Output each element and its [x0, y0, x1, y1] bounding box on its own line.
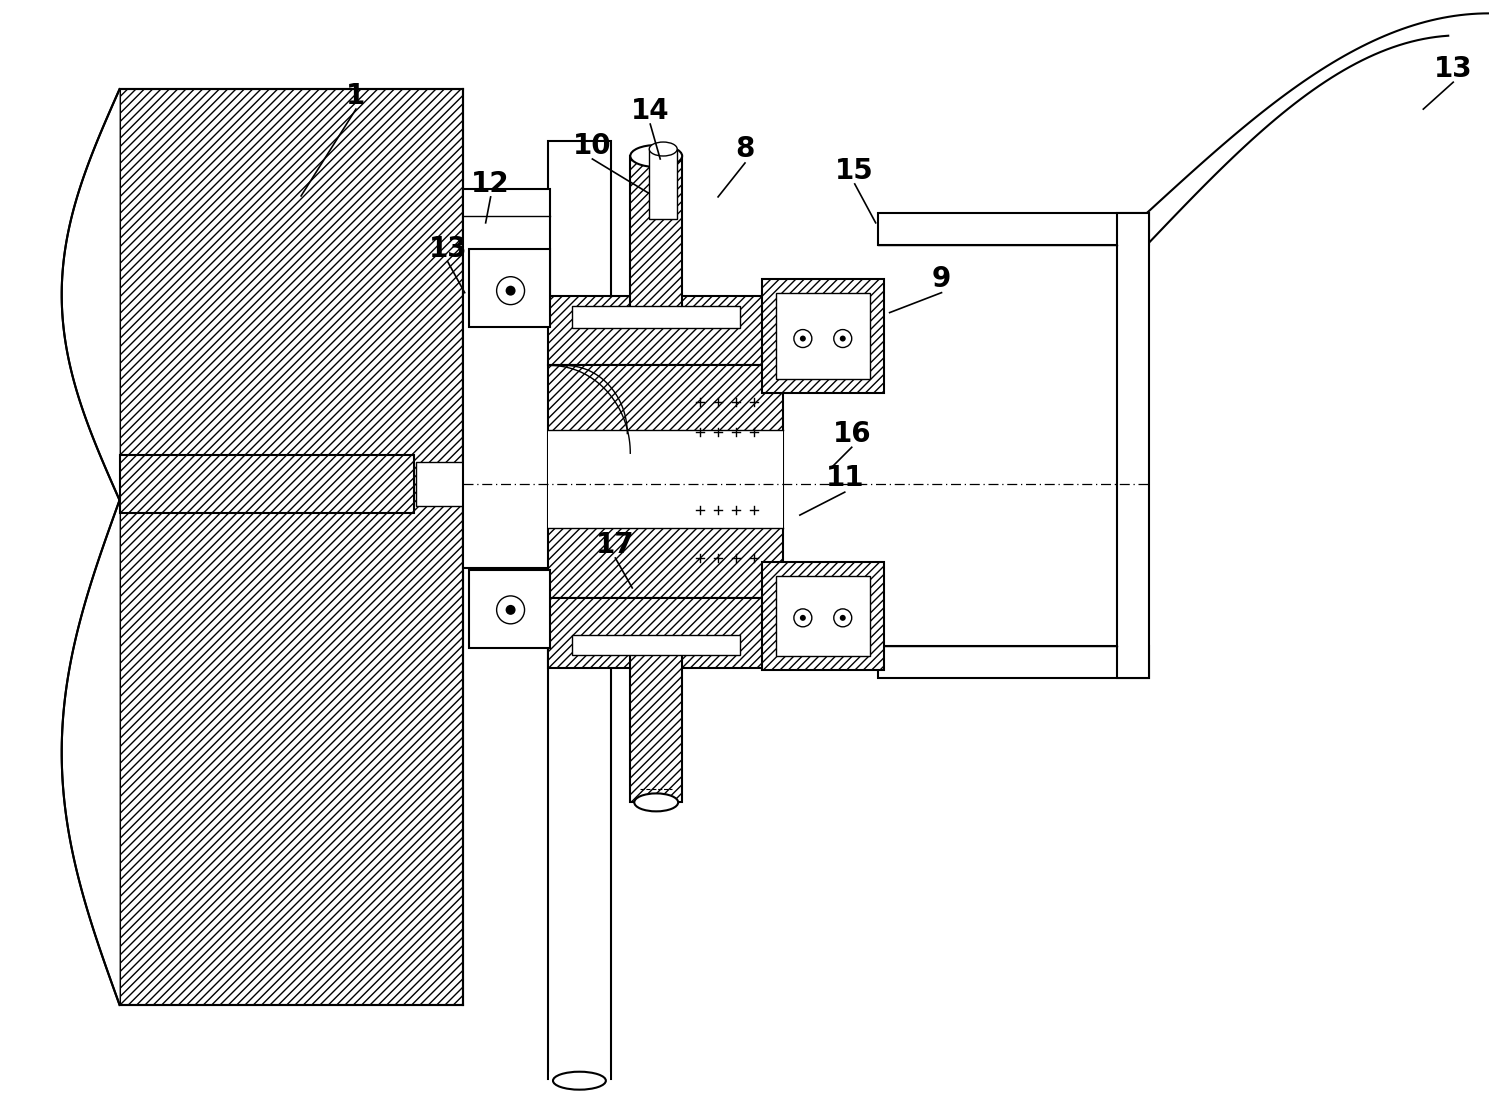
- Text: 15: 15: [835, 157, 874, 185]
- Text: 13: 13: [428, 235, 467, 263]
- Text: 16: 16: [832, 420, 871, 448]
- Circle shape: [839, 335, 845, 342]
- Text: 12: 12: [471, 170, 510, 198]
- Circle shape: [833, 330, 851, 348]
- Circle shape: [793, 330, 811, 348]
- Circle shape: [799, 335, 805, 342]
- Bar: [119, 89, 462, 1005]
- Circle shape: [505, 605, 516, 615]
- Circle shape: [497, 596, 525, 624]
- Bar: [775, 293, 869, 380]
- Bar: [468, 248, 550, 326]
- Bar: [549, 430, 783, 528]
- Circle shape: [793, 609, 811, 627]
- Ellipse shape: [631, 145, 683, 167]
- Circle shape: [505, 285, 516, 295]
- Bar: [549, 141, 611, 1078]
- Bar: [549, 598, 783, 667]
- Text: 14: 14: [631, 97, 669, 125]
- Bar: [462, 189, 550, 568]
- Text: 9: 9: [932, 265, 951, 293]
- Bar: [573, 635, 740, 655]
- Bar: [416, 462, 662, 506]
- Ellipse shape: [553, 1072, 605, 1089]
- Bar: [878, 646, 1150, 677]
- Bar: [762, 278, 884, 393]
- Bar: [878, 213, 1150, 245]
- Polygon shape: [61, 89, 119, 1005]
- Bar: [549, 295, 783, 365]
- Bar: [468, 570, 550, 647]
- Bar: [550, 1072, 610, 1081]
- Bar: [631, 647, 683, 802]
- Bar: [631, 156, 683, 311]
- Text: 11: 11: [826, 465, 863, 492]
- Bar: [573, 305, 740, 328]
- Bar: [1117, 213, 1150, 677]
- Circle shape: [833, 609, 851, 627]
- Text: 8: 8: [735, 135, 754, 163]
- Bar: [775, 576, 869, 656]
- Text: 13: 13: [1434, 56, 1473, 84]
- Circle shape: [497, 276, 525, 304]
- Circle shape: [839, 615, 845, 620]
- Ellipse shape: [634, 793, 678, 811]
- Circle shape: [799, 615, 805, 620]
- Text: 1: 1: [346, 82, 365, 110]
- Text: 17: 17: [596, 531, 635, 559]
- Text: 10: 10: [573, 133, 611, 160]
- Bar: [549, 365, 783, 598]
- Bar: [119, 456, 414, 514]
- Ellipse shape: [649, 143, 677, 156]
- Bar: [762, 561, 884, 670]
- Bar: [649, 149, 677, 218]
